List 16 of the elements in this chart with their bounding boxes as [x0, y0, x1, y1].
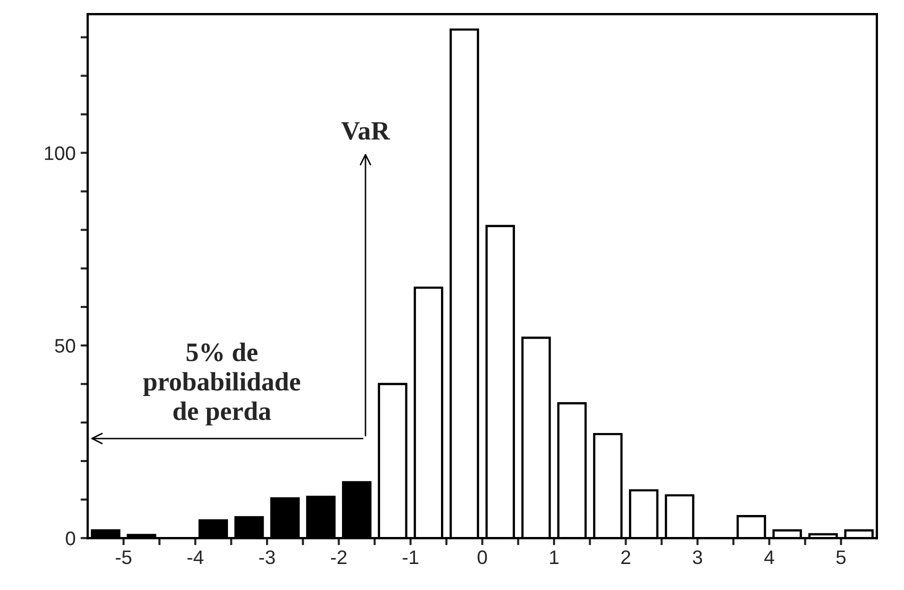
- y-tick-label: 100: [44, 146, 76, 160]
- x-tick-label: 1: [550, 550, 558, 564]
- x-tick-label: 2: [621, 550, 630, 564]
- x-tick-label: 3: [692, 550, 702, 564]
- x-tick-label: -3: [259, 550, 275, 564]
- x-tick-label: -1: [402, 550, 418, 564]
- x-tick-label: 0: [478, 550, 487, 564]
- x-tick-label: -4: [188, 550, 204, 564]
- x-tick-label: 4: [764, 550, 774, 564]
- annotation: 5% de probabilidade de perda: [143, 342, 300, 426]
- y-tick-label: 50: [55, 338, 76, 353]
- x-tick-label: -5: [116, 550, 132, 564]
- y-tick-label: 0: [66, 532, 76, 546]
- x-tick-label: -2: [331, 550, 346, 564]
- annotation: VaR: [341, 122, 390, 140]
- x-tick-label: 5: [836, 550, 846, 564]
